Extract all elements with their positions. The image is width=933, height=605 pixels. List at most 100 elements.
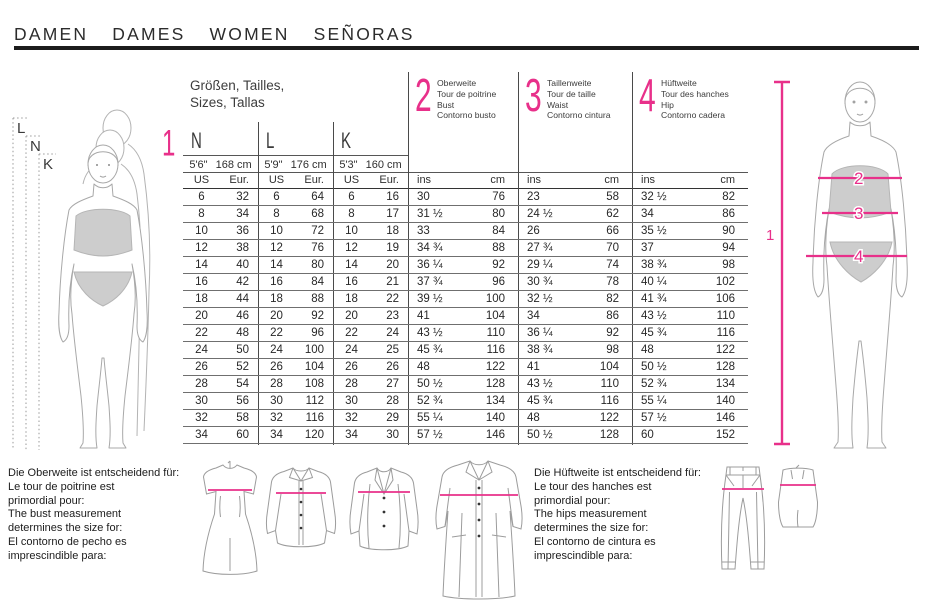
table-cell: 41	[417, 310, 430, 322]
figure-label-n: N	[30, 138, 41, 155]
mouth-line	[99, 175, 107, 178]
table-cell: 120	[304, 429, 324, 441]
table-cell: 45 ¾	[641, 327, 667, 339]
table-cell: 128	[599, 429, 619, 441]
size-group-label-n: N	[191, 129, 203, 154]
table-cell: 28	[345, 378, 358, 390]
table-row: 24 50 24 100 24 25 45 ¾ 116 38 ¾ 98 48 122	[183, 342, 748, 359]
table-cell: 84	[492, 225, 505, 237]
divider-n-l	[258, 122, 259, 445]
table-cell: 94	[722, 242, 735, 254]
dress-sketch	[202, 460, 258, 575]
waist-names: Taillenweite Tour de taille Waist Contor…	[547, 78, 611, 121]
table-cell: 116	[486, 344, 505, 356]
table-cell: 55 ¼	[417, 412, 443, 424]
table-cell: 34	[236, 208, 249, 220]
table-cell: 38 ¾	[527, 344, 553, 356]
table-cell: 98	[606, 344, 619, 356]
bust-number: 2	[415, 70, 432, 123]
table-row: 28 54 28 108 28 27 50 ½ 128 43 ½ 110 52 ¾ 134	[183, 376, 748, 393]
table-row: 8 34 8 68 8 17 31 ½ 80 24 ½ 62 34 86	[183, 206, 748, 223]
table-cell: 43 ½	[641, 310, 667, 322]
title-rule	[14, 46, 919, 50]
table-cell: 6	[198, 191, 205, 203]
table-cell: 110	[600, 378, 619, 390]
size-group-label-l: L	[266, 129, 276, 154]
briefs-shape	[73, 271, 133, 307]
table-cell: 38	[236, 242, 249, 254]
table-cell: 34	[345, 429, 358, 441]
divider-waist-hip	[632, 72, 633, 445]
waist-number: 3	[525, 70, 542, 123]
table-cell: 12	[345, 242, 358, 254]
table-row: 26 52 26 104 26 26 48 122 41 104 50 ½ 128	[183, 359, 748, 376]
table-cell: 62	[606, 208, 619, 220]
table-cell: 92	[311, 310, 324, 322]
table-cell: 36 ¼	[527, 327, 553, 339]
table-cell: 96	[311, 327, 324, 339]
table-cell: 34	[195, 429, 208, 441]
table-cell: 8	[348, 208, 355, 220]
table-cell: 18	[270, 293, 283, 305]
table-cell: 32	[270, 412, 283, 424]
table-cell: 28	[270, 378, 283, 390]
table-cell: 20	[345, 310, 358, 322]
table-cell: 38 ¾	[641, 259, 667, 271]
table-cell: 28	[195, 378, 208, 390]
table-cell: 104	[599, 361, 619, 373]
table-cell: 34	[527, 310, 540, 322]
table-cell: 24	[345, 344, 358, 356]
table-cell: 134	[715, 378, 735, 390]
divider-l-k	[333, 122, 334, 445]
table-row: 14 40 14 80 14 20 36 ¼ 92 29 ¼ 74 38 ¾ 98	[183, 257, 748, 274]
divider-bust-waist	[518, 72, 519, 445]
table-cell: 48	[236, 327, 249, 339]
table-cell: 40 ¼	[641, 276, 667, 288]
table-cell: 50 ½	[527, 429, 553, 441]
table-cell: 64	[311, 191, 324, 203]
table-cell: 22	[195, 327, 208, 339]
waist-line-label: 3	[854, 204, 863, 223]
table-cell: 84	[311, 276, 324, 288]
table-cell: 35 ½	[641, 225, 667, 237]
hip-line-label: 4	[854, 247, 863, 266]
table-cell: 110	[716, 310, 735, 322]
table-cell: 55 ¼	[641, 395, 667, 407]
table-cell: 44	[236, 293, 249, 305]
table-cell: 30	[270, 395, 283, 407]
table-row: 16 42 16 84 16 21 37 ¾ 96 30 ¾ 78 40 ¼ 102	[183, 274, 748, 291]
table-cell: 42	[236, 276, 249, 288]
table-cell: 98	[722, 259, 735, 271]
table-cell: 146	[715, 412, 735, 424]
size-group-label-k: K	[341, 129, 353, 154]
table-cell: 52	[236, 361, 249, 373]
table-cell: 10	[345, 225, 358, 237]
table-cell: 16	[270, 276, 283, 288]
waist-header: 3 Taillenweite Tour de taille Waist Cont…	[518, 73, 632, 121]
height-l: 5'9" 176 cm	[264, 158, 327, 171]
table-row: 10 36 10 72 10 18 33 84 26 66 35 ½ 90	[183, 223, 748, 240]
height-k: 5'3" 160 cm	[339, 158, 402, 171]
table-cell: 45 ¾	[527, 395, 553, 407]
table-cell: 96	[492, 276, 505, 288]
height-comparison-figure: L N K	[12, 109, 151, 450]
table-cell: 40	[236, 259, 249, 271]
table-cell: 14	[270, 259, 283, 271]
table-cell: 92	[492, 259, 505, 271]
table-cell: 16	[345, 276, 358, 288]
table-cell: 24 ½	[527, 208, 553, 220]
table-cell: 43 ½	[417, 327, 443, 339]
table-cell: 88	[492, 242, 505, 254]
page-title: DAMEN DAMES WOMEN SEÑORAS	[14, 24, 415, 44]
table-cell: 37	[641, 242, 654, 254]
table-row: 22 48 22 96 22 24 43 ½ 110 36 ¼ 92 45 ¾ 116	[183, 325, 748, 342]
rule-under-size-labels	[183, 155, 408, 156]
table-cell: 146	[485, 429, 505, 441]
table-cell: 25	[386, 344, 399, 356]
jacket-sketch	[349, 467, 419, 551]
table-cell: 14	[195, 259, 208, 271]
table-cell: 26	[270, 361, 283, 373]
table-row: 34 60 34 120 34 30 57 ½ 146 50 ½ 128 60 152	[183, 427, 748, 444]
table-cell: 28	[386, 395, 399, 407]
